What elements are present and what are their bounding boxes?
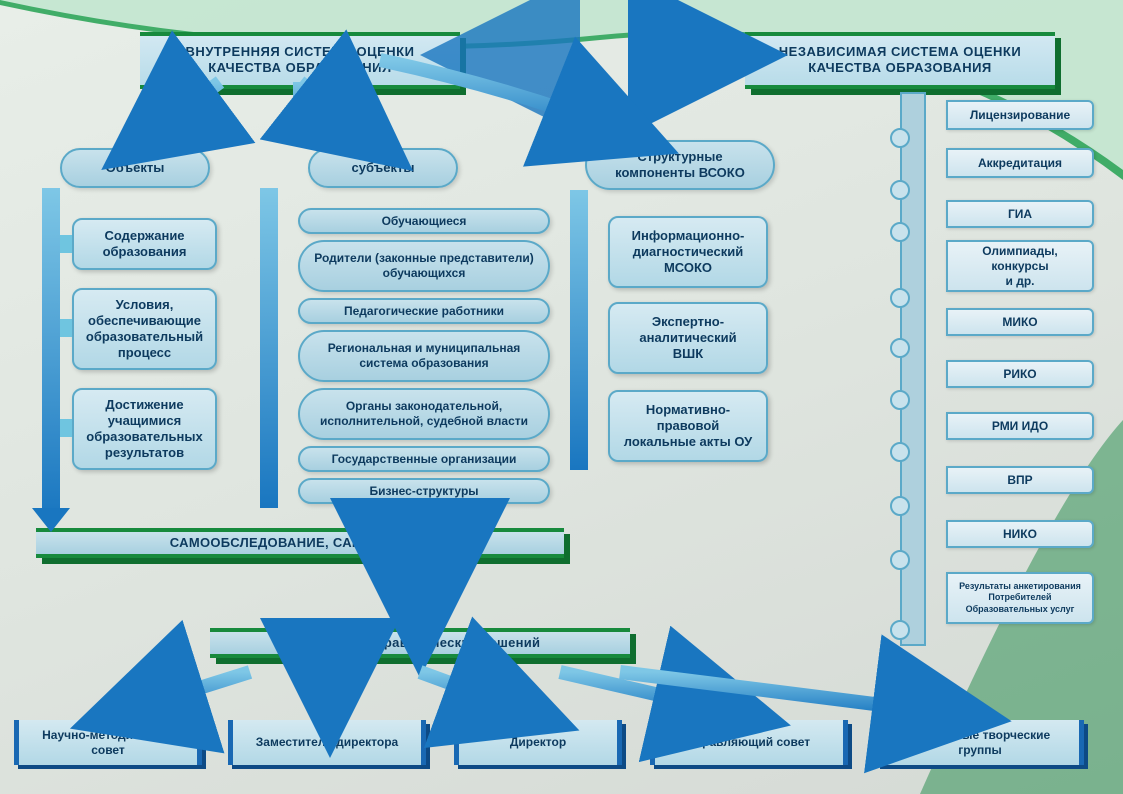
header-internal-system: ВНУТРЕННЯЯ СИСТЕМА ОЦЕНКИ КАЧЕСТВА ОБРАЗ… — [140, 32, 460, 89]
col2-item-3: Региональная и муниципальная система обр… — [298, 330, 550, 382]
col1-item-0: Содержание образования — [72, 218, 217, 270]
right-item-1: Аккредитация — [946, 148, 1094, 178]
col2-item-2: Педагогические работники — [298, 298, 550, 324]
bar-self-assessment: САМООБСЛЕДОВАНИЕ, САМООЦЕНКА — [36, 528, 564, 558]
right-item-2: ГИА — [946, 200, 1094, 228]
right-item-9: Результаты анкетирования Потребителей Об… — [946, 572, 1094, 624]
bottom-1: Заместители директора — [228, 720, 426, 765]
col2-item-5: Государственные организации — [298, 446, 550, 472]
bottom-2: Директор — [454, 720, 622, 765]
right-item-5: РИКО — [946, 360, 1094, 388]
bottom-3: Управляющий совет — [650, 720, 848, 765]
col2-item-4: Органы законодательной, исполнительной, … — [298, 388, 550, 440]
col1-title: Объекты — [60, 148, 210, 188]
right-item-7: ВПР — [946, 466, 1094, 494]
bottom-4: Временные творческие группы — [876, 720, 1084, 765]
col2-item-1: Родители (законные представители) обучаю… — [298, 240, 550, 292]
col1-item-2: Достижение учащимися образовательных рез… — [72, 388, 217, 470]
right-strip — [900, 92, 926, 646]
bar-decisions: Принятие управленческих решений — [210, 628, 630, 658]
col2-item-6: Бизнес-структуры — [298, 478, 550, 504]
col3-title: Структурные компоненты ВСОКО — [585, 140, 775, 190]
col1-item-1: Условия, обеспечивающие образовательный … — [72, 288, 217, 370]
col3-item-0: Информационно-диагностический МСОКО — [608, 216, 768, 288]
col2-title: субъекты — [308, 148, 458, 188]
right-item-3: Олимпиады, конкурсы и др. — [946, 240, 1094, 292]
bottom-0: Научно-методический совет — [14, 720, 202, 765]
right-item-4: МИКО — [946, 308, 1094, 336]
right-item-0: Лицензирование — [946, 100, 1094, 130]
col2-item-0: Обучающиеся — [298, 208, 550, 234]
right-item-6: РМИ ИДО — [946, 412, 1094, 440]
header-independent-system: НЕЗАВИСИМАЯ СИСТЕМА ОЦЕНКИ КАЧЕСТВА ОБРА… — [745, 32, 1055, 89]
right-item-8: НИКО — [946, 520, 1094, 548]
col3-item-1: Экспертно-аналитический ВШК — [608, 302, 768, 374]
col3-item-2: Нормативно-правовой локальные акты ОУ — [608, 390, 768, 462]
